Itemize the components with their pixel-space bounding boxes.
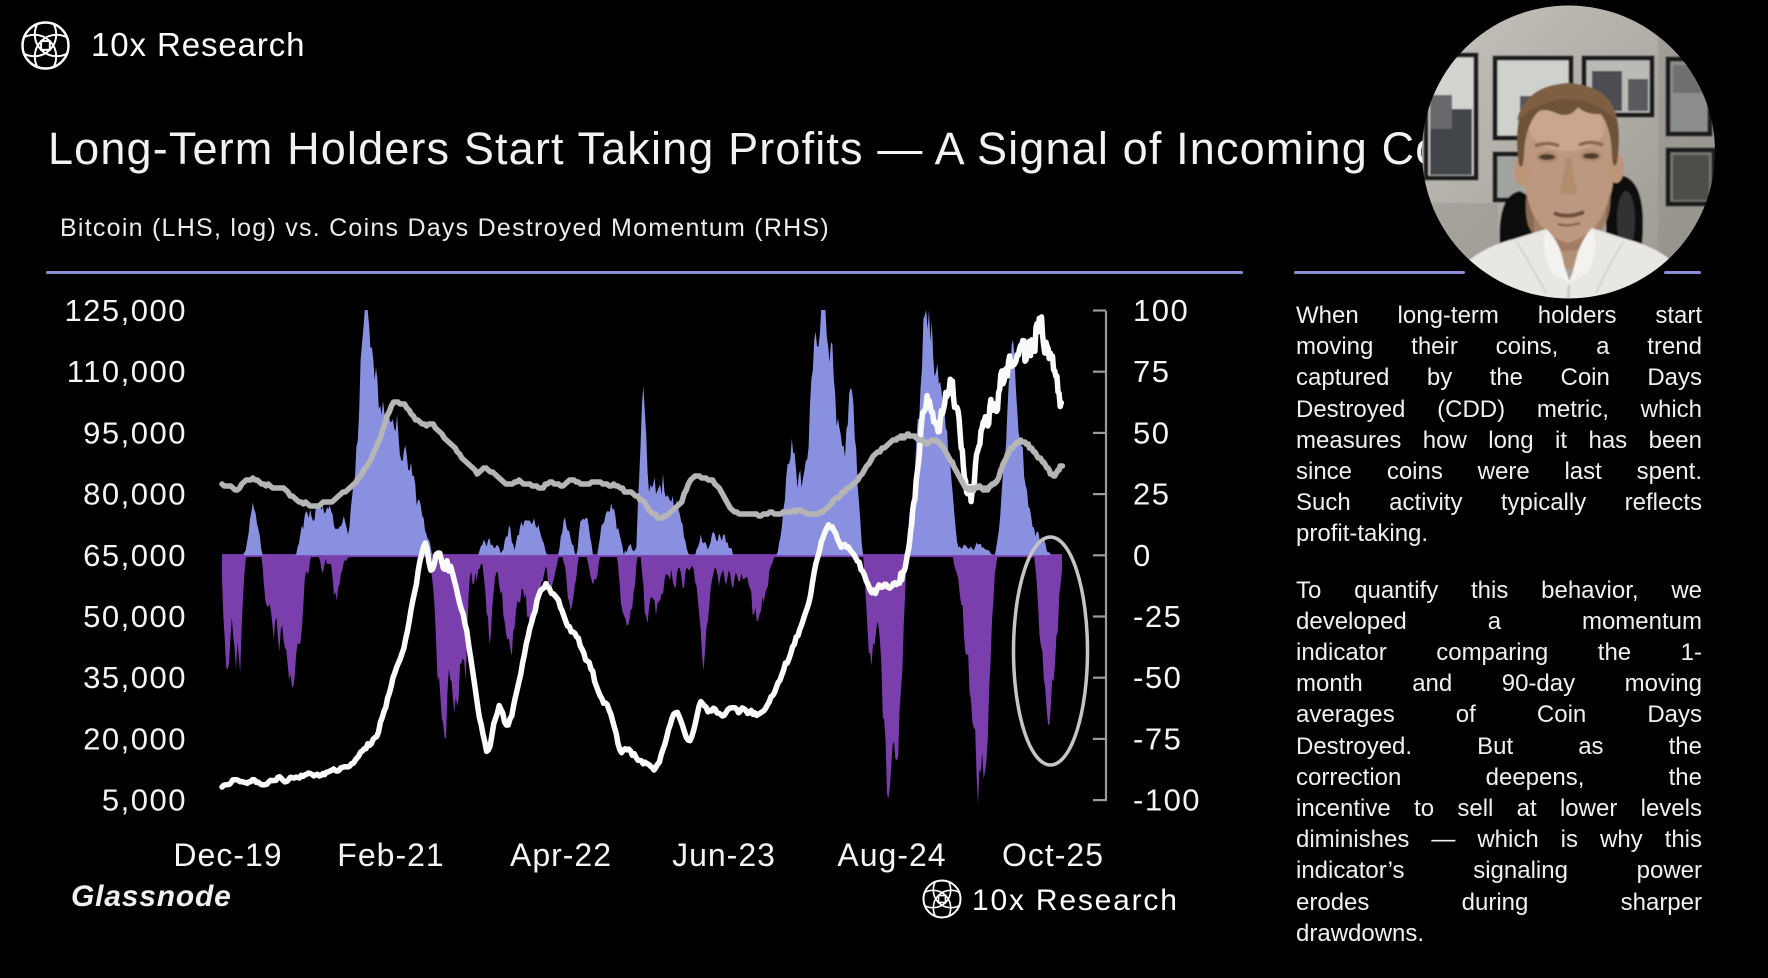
svg-text:Apr-22: Apr-22 <box>510 837 612 873</box>
svg-text:-50: -50 <box>1133 660 1182 695</box>
svg-text:-25: -25 <box>1133 599 1182 634</box>
svg-text:0: 0 <box>1133 538 1152 573</box>
svg-text:80,000: 80,000 <box>83 477 187 512</box>
svg-text:5,000: 5,000 <box>102 783 187 818</box>
svg-text:Aug-24: Aug-24 <box>837 837 946 873</box>
svg-text:20,000: 20,000 <box>83 721 187 756</box>
svg-text:75: 75 <box>1133 354 1170 389</box>
svg-text:10x Research: 10x Research <box>972 884 1179 917</box>
svg-text:Glassnode: Glassnode <box>71 880 232 913</box>
svg-text:Feb-21: Feb-21 <box>337 837 444 873</box>
svg-text:35,000: 35,000 <box>83 660 187 695</box>
svg-text:-75: -75 <box>1133 721 1182 756</box>
svg-text:25: 25 <box>1133 477 1170 512</box>
svg-text:100: 100 <box>1133 293 1189 328</box>
svg-text:65,000: 65,000 <box>83 538 187 573</box>
svg-text:110,000: 110,000 <box>67 354 187 389</box>
svg-text:125,000: 125,000 <box>64 293 187 328</box>
svg-text:95,000: 95,000 <box>83 415 187 450</box>
svg-text:50: 50 <box>1133 415 1170 450</box>
svg-text:Jun-23: Jun-23 <box>672 837 776 873</box>
svg-text:Dec-19: Dec-19 <box>173 837 282 873</box>
svg-text:Oct-25: Oct-25 <box>1002 837 1104 873</box>
svg-text:50,000: 50,000 <box>83 599 187 634</box>
svg-text:-100: -100 <box>1133 783 1201 818</box>
